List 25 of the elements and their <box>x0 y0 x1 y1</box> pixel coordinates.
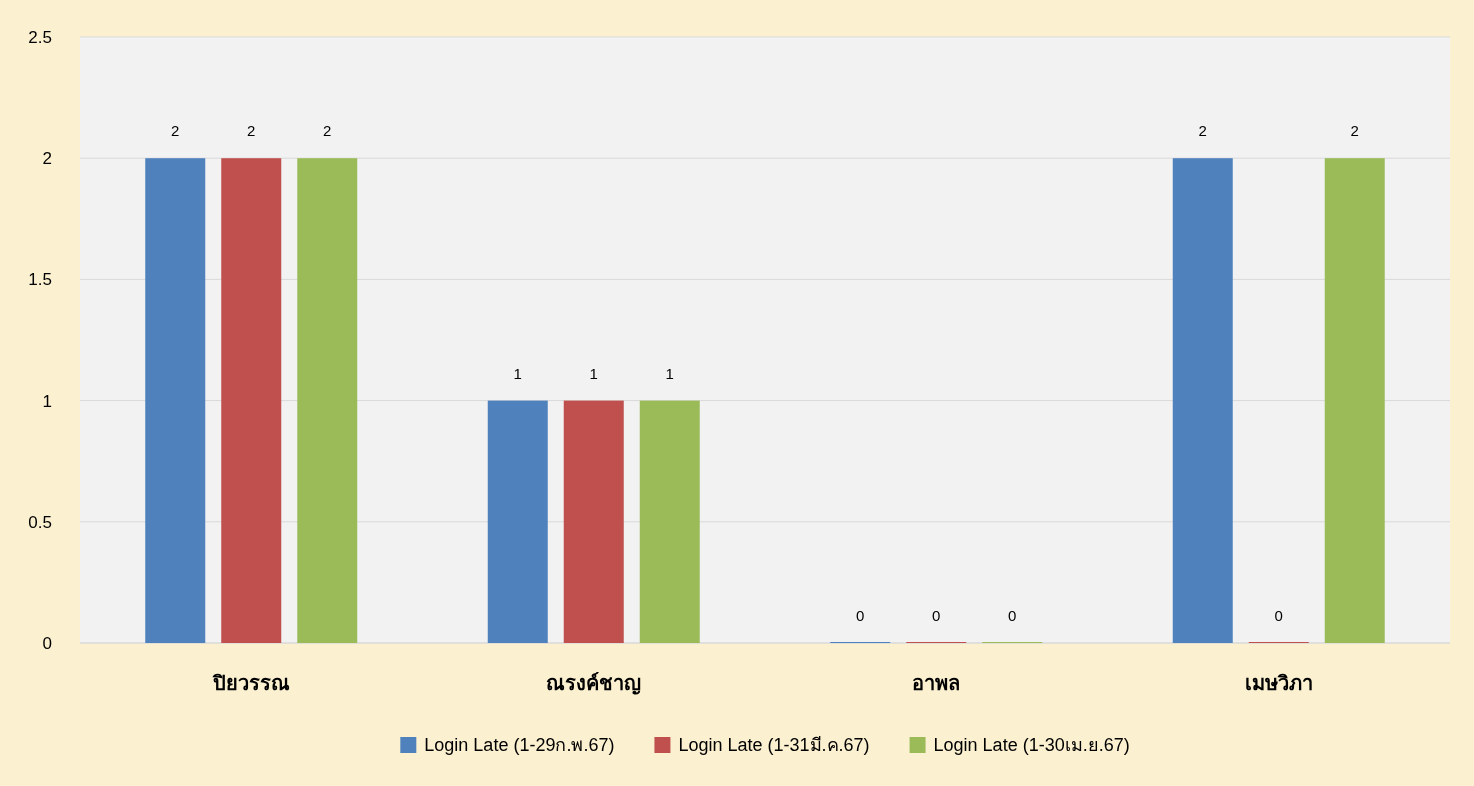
data-label: 0 <box>932 607 941 624</box>
data-label: 1 <box>589 364 598 382</box>
data-label: 2 <box>1198 122 1207 140</box>
legend-label: Login Late (1-29ก.พ.67) <box>424 735 615 755</box>
data-label: 0 <box>856 607 865 624</box>
x-tick-label: ณรงค์ชาญ <box>546 672 642 695</box>
x-tick-label: อาพล <box>912 672 961 694</box>
y-tick-label: 1.5 <box>28 270 52 290</box>
legend-label: Login Late (1-30เม.ย.67) <box>933 735 1130 755</box>
y-tick-label: 0 <box>42 634 52 653</box>
data-label: 2 <box>247 122 256 140</box>
x-tick-label: เมษวิภา <box>1244 672 1313 694</box>
y-tick-label: 2 <box>42 149 52 169</box>
data-label: 0 <box>1008 607 1017 624</box>
data-label: 2 <box>171 122 180 140</box>
data-label: 2 <box>1350 122 1359 140</box>
data-label: 1 <box>665 364 674 382</box>
y-tick-label: 1 <box>42 391 52 411</box>
legend-label: Login Late (1-31มี.ค.67) <box>678 735 870 755</box>
data-label: 0 <box>1274 607 1283 624</box>
x-tick-label: ปิยวรรณ <box>211 672 290 694</box>
data-label: 1 <box>513 364 522 382</box>
data-label: 2 <box>323 122 332 140</box>
y-tick-label: 0.5 <box>28 512 52 532</box>
y-tick-label: 2.5 <box>28 28 52 47</box>
